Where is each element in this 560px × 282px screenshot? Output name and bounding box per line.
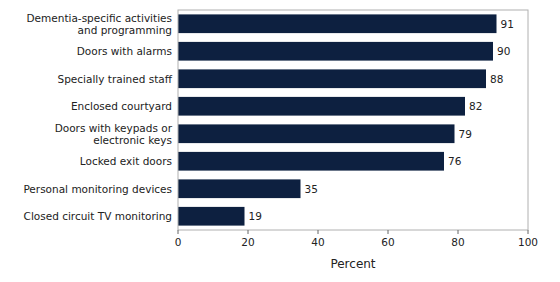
category-label: Locked exit doors xyxy=(80,155,172,167)
chart: 19 35 76 79 82 88 90 91 Closed circuit TV monito… xyxy=(0,0,560,282)
bar xyxy=(178,179,301,198)
bar xyxy=(178,69,486,88)
tick-mark xyxy=(248,230,249,234)
category-label: Specially trained staff xyxy=(58,73,173,85)
value-label: 35 xyxy=(305,183,318,195)
tick-label: 0 xyxy=(175,236,182,248)
value-label: 88 xyxy=(490,73,503,85)
tick-label: 100 xyxy=(518,236,538,248)
category-label: Doors with alarms xyxy=(77,45,172,57)
bar xyxy=(178,14,497,33)
value-label: 76 xyxy=(448,155,462,167)
tick-label: 80 xyxy=(451,236,464,248)
value-label: 91 xyxy=(501,18,514,30)
tick-mark xyxy=(528,230,529,234)
tick-mark xyxy=(178,230,179,234)
x-axis-label: Percent xyxy=(330,257,375,271)
plot-frame xyxy=(178,10,528,230)
tick-mark xyxy=(458,230,459,234)
value-label: 19 xyxy=(249,210,262,222)
tick-label: 60 xyxy=(381,236,394,248)
category-label: Closed circuit TV monitoring xyxy=(24,210,172,222)
tick-mark xyxy=(318,230,319,234)
bar xyxy=(178,124,455,143)
bars xyxy=(178,14,497,225)
bar xyxy=(178,152,444,171)
category-label: Dementia-specific activitiesand programm… xyxy=(27,12,173,37)
tick-label: 40 xyxy=(311,236,324,248)
tick-mark xyxy=(388,230,389,234)
value-label: 90 xyxy=(497,45,510,57)
bar xyxy=(178,97,465,116)
bar xyxy=(178,42,493,61)
category-label: Personal monitoring devices xyxy=(23,183,172,195)
category-label: Enclosed courtyard xyxy=(71,100,172,112)
bar xyxy=(178,207,245,226)
value-label: 82 xyxy=(469,100,482,112)
category-label: Doors with keypads orelectronic keys xyxy=(55,122,173,147)
value-label: 79 xyxy=(459,128,472,140)
tick-label: 20 xyxy=(241,236,254,248)
